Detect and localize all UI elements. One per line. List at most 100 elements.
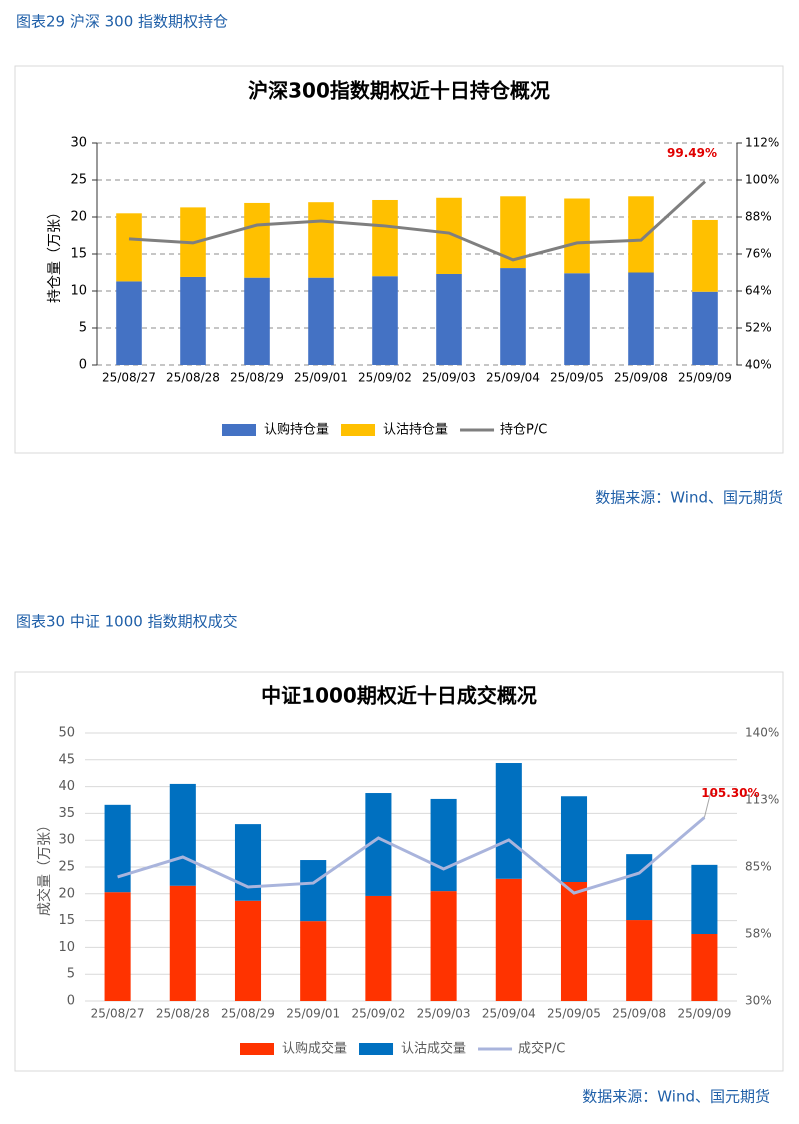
- x-tick-label: 25/09/02: [358, 371, 412, 385]
- bar-segment: [564, 273, 590, 365]
- pc-line: [117, 816, 706, 895]
- y2-tick-label: 52%: [745, 321, 772, 335]
- bar-segment: [691, 864, 718, 934]
- chart-frame: [14, 65, 784, 454]
- legend-swatch: [341, 424, 376, 436]
- pc-line: [128, 180, 707, 262]
- x-tick-label: 25/08/27: [102, 371, 156, 385]
- legend-swatch: [359, 1043, 394, 1055]
- chart-frame: [14, 671, 784, 1072]
- y2-tick-label: 58%: [745, 927, 772, 941]
- bar-segment: [372, 199, 398, 277]
- x-tick-label: 25/09/01: [294, 371, 348, 385]
- x-tick-label: 25/09/09: [677, 1007, 731, 1021]
- legend-label: 成交P/C: [518, 1041, 565, 1057]
- x-tick-label: 25/09/05: [550, 371, 604, 385]
- y-tick-label: 15: [70, 247, 87, 262]
- bar-segment: [244, 277, 270, 365]
- bar-segment: [495, 763, 522, 879]
- y-tick-label: 40: [58, 779, 75, 794]
- bar-segment: [234, 900, 262, 1001]
- legend-swatch: [222, 424, 256, 436]
- y2-tick-label: 100%: [745, 173, 779, 187]
- bar-segment: [628, 272, 654, 365]
- y2-tick-label: 64%: [745, 284, 772, 298]
- bar-segment: [104, 892, 131, 1001]
- bar-segment: [500, 268, 526, 365]
- x-tick-label: 25/09/03: [422, 371, 476, 385]
- x-tick-label: 25/08/28: [156, 1007, 210, 1021]
- bar-segment: [628, 196, 654, 273]
- value-label: 99.49%: [667, 146, 717, 160]
- bar-segment: [430, 798, 457, 892]
- bar-segment: [169, 783, 196, 886]
- bar-segment: [430, 891, 457, 1001]
- bar-segment: [180, 276, 206, 365]
- y2-tick-label: 76%: [745, 247, 772, 261]
- x-tick-label: 25/08/27: [91, 1007, 145, 1021]
- legend-label: 认购持仓量: [264, 422, 329, 438]
- data-source: 数据来源：Wind、国元期货: [582, 1088, 770, 1106]
- x-tick-label: 25/09/04: [482, 1007, 536, 1021]
- y-tick-label: 15: [58, 913, 75, 928]
- legend-swatch: [240, 1043, 274, 1055]
- bar-segment: [495, 878, 522, 1001]
- bar-segment: [692, 219, 718, 292]
- bar-segment: [169, 885, 196, 1001]
- bar-segment: [564, 198, 590, 274]
- bar-segment: [244, 202, 270, 278]
- figure-caption: 图表30 中证 1000 指数期权成交: [16, 613, 238, 631]
- y-tick-label: 0: [79, 358, 87, 373]
- y2-tick-label: 88%: [745, 210, 772, 224]
- y-axis-label: 成交量（万张）: [36, 818, 53, 916]
- x-tick-label: 25/09/01: [286, 1007, 340, 1021]
- y2-tick-label: 30%: [745, 994, 772, 1008]
- y-tick-label: 5: [79, 321, 87, 336]
- y-tick-label: 50: [58, 726, 75, 741]
- bar-segment: [626, 920, 653, 1001]
- bar-segment: [308, 202, 334, 278]
- y-tick-label: 10: [70, 284, 87, 299]
- bar-segment: [234, 824, 262, 901]
- x-tick-label: 25/08/29: [221, 1007, 275, 1021]
- legend-label: 认沽持仓量: [383, 423, 448, 438]
- y-tick-label: 20: [58, 886, 75, 901]
- bar-segment: [560, 796, 588, 883]
- x-tick-label: 25/09/08: [614, 371, 668, 385]
- y-tick-label: 30: [70, 136, 87, 151]
- figure-caption: 图表29 沪深 300 指数期权持仓: [16, 13, 228, 31]
- y-tick-label: 25: [70, 173, 87, 188]
- bar-segment: [692, 291, 718, 365]
- y-tick-label: 5: [67, 967, 75, 982]
- bar-segment: [691, 934, 718, 1001]
- x-tick-label: 25/09/02: [351, 1007, 405, 1021]
- bar-segment: [300, 921, 327, 1001]
- y2-tick-label: 113%: [745, 793, 779, 807]
- y2-tick-label: 140%: [745, 726, 779, 740]
- y-tick-label: 10: [58, 940, 75, 955]
- x-tick-label: 25/09/08: [612, 1007, 666, 1021]
- y-tick-label: 0: [67, 994, 75, 1009]
- chart-title: 中证1000期权近十日成交概况: [261, 684, 537, 708]
- y-tick-label: 25: [58, 860, 75, 875]
- bar-segment: [560, 882, 588, 1001]
- x-tick-label: 25/09/04: [486, 371, 540, 385]
- bar-segment: [116, 213, 142, 282]
- y2-tick-label: 112%: [745, 136, 779, 150]
- leader-line: [703, 793, 717, 818]
- legend-label: 持仓P/C: [500, 423, 547, 438]
- bar-segment: [104, 804, 131, 893]
- y2-tick-label: 40%: [745, 358, 772, 372]
- x-tick-label: 25/08/28: [166, 371, 220, 385]
- legend-label: 认沽成交量: [401, 1041, 466, 1057]
- y-tick-label: 35: [58, 806, 75, 821]
- x-tick-label: 25/08/29: [230, 371, 284, 385]
- y2-tick-label: 85%: [745, 860, 772, 874]
- chart-title: 沪深300指数期权近十日持仓概况: [248, 79, 550, 103]
- y-axis-label: 持仓量（万张）: [47, 205, 63, 303]
- legend-label: 认购成交量: [282, 1041, 347, 1057]
- y-tick-label: 20: [70, 210, 87, 225]
- bar-segment: [372, 276, 398, 365]
- data-source: 数据来源：Wind、国元期货: [595, 489, 783, 507]
